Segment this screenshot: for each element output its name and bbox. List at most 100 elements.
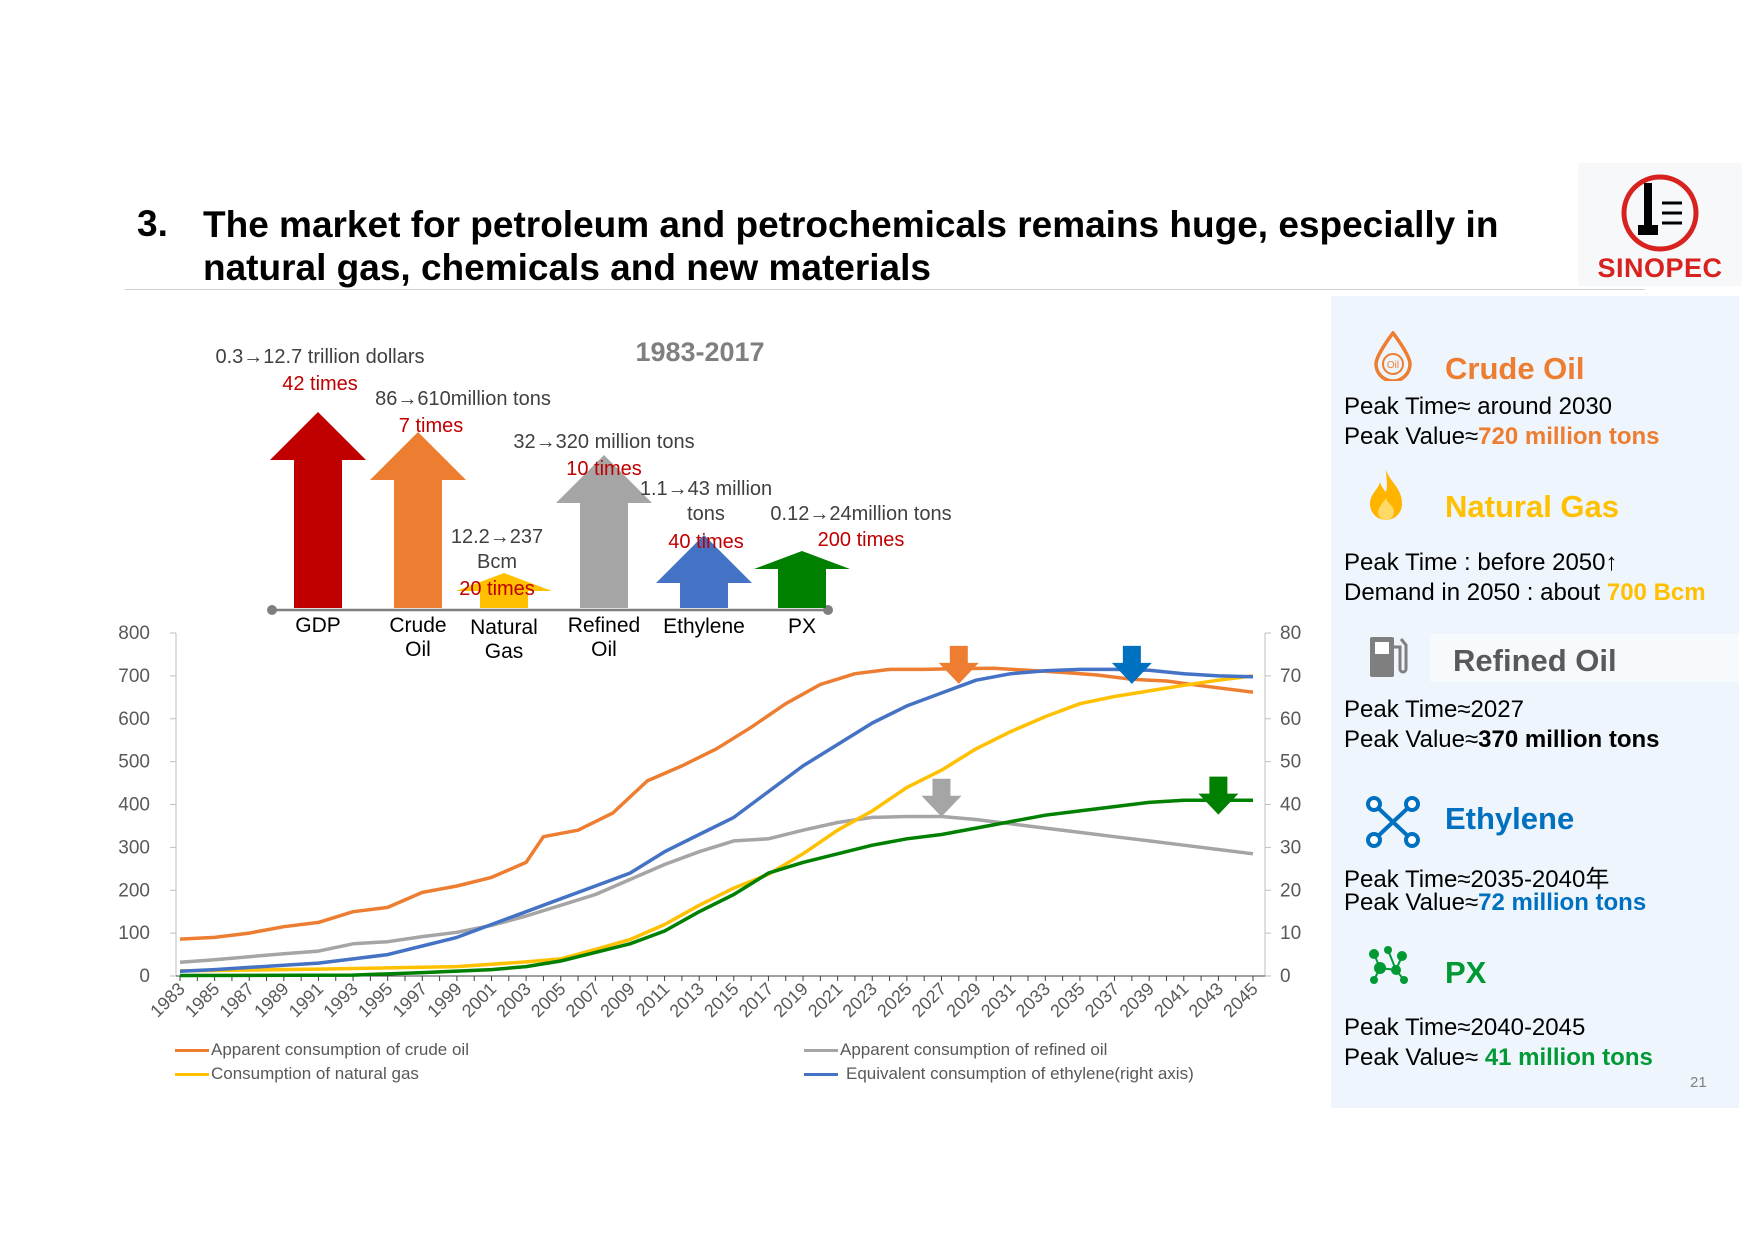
series-line-apparent-consumption-of-refined-oil: [179, 814, 1254, 965]
peak-arrow-icon: [921, 778, 962, 817]
legend-swatch: [175, 1073, 209, 1077]
legend-swatch: [804, 1049, 838, 1053]
growth-arrow-ethylene: [656, 535, 752, 608]
x-tick-label: 2045: [1219, 979, 1261, 1021]
title-divider: [125, 289, 1645, 290]
growth-label: Refined: [568, 614, 640, 637]
growth-detail-line2: Bcm: [477, 551, 517, 573]
oil-drop-icon: Oil: [1374, 331, 1412, 381]
px-peak-value: Peak Value≈ 41 million tons: [1344, 1044, 1653, 1072]
peak-arrow-icon: [938, 645, 979, 684]
x-tick-label: 2031: [977, 979, 1019, 1021]
left-tick-label: 500: [118, 752, 150, 773]
left-tick-label: 0: [139, 966, 150, 987]
left-tick-label: 100: [118, 923, 150, 944]
right-tick-label: 60: [1280, 709, 1301, 730]
growth-multiple: 40 times: [668, 531, 744, 553]
legend-label: Consumption of natural gas: [211, 1064, 419, 1083]
left-tick-label: 300: [118, 837, 150, 858]
x-tick-label: 2037: [1081, 979, 1123, 1021]
growth-detail-line2: tons: [687, 503, 725, 525]
x-tick-label: 1997: [389, 979, 431, 1021]
ethylene-peak-value-label: Peak Value≈: [1344, 889, 1479, 916]
crude-oil-peak-value: Peak Value≈720 million tons: [1344, 423, 1660, 451]
sinopec-emblem-icon: [1621, 174, 1699, 252]
growth-detail: 86→610million tons: [375, 388, 551, 410]
growth-label: Crude: [389, 614, 446, 637]
slide-title: The market for petroleum and petrochemic…: [203, 204, 1499, 288]
x-tick-label: 2023: [839, 979, 881, 1021]
fuel-pump-icon: [1370, 637, 1408, 677]
x-tick-label: 1983: [146, 979, 188, 1021]
growth-detail: 32→320 million tons: [513, 431, 694, 453]
x-tick-label: 2041: [1150, 979, 1192, 1021]
growth-label-line2: Gas: [485, 640, 524, 663]
ethylene-peak-value-amount: 72 million tons: [1478, 889, 1647, 916]
crude-oil-peak-value-label: Peak Value≈: [1344, 423, 1479, 450]
right-tick-label: 20: [1280, 880, 1301, 901]
sinopec-wordmark: SINOPEC: [1597, 253, 1723, 283]
legend-swatch: [175, 1049, 209, 1053]
period-label: 1983-2017: [635, 337, 764, 367]
left-tick-label: 200: [118, 880, 150, 901]
x-tick-label: 2007: [562, 979, 604, 1021]
legend-ethylene: Equivalent consumption of ethylene(right…: [804, 1064, 1194, 1084]
x-tick-label: 1991: [285, 979, 327, 1021]
x-tick-label: 2033: [1012, 979, 1054, 1021]
peak-arrow-icon: [1111, 645, 1152, 684]
growth-label-line2: Oil: [405, 638, 431, 661]
left-tick-label: 700: [118, 666, 150, 687]
series-line-equivalent-consumption-of-ethylene-right-axis-: [179, 667, 1254, 974]
x-tick-label: 2011: [632, 979, 674, 1021]
growth-label-line2: Oil: [591, 638, 617, 661]
growth-label: PX: [788, 615, 816, 638]
x-tick-label: 1985: [181, 979, 223, 1021]
px-peak-value-amount: 41 million tons: [1484, 1044, 1653, 1071]
ethylene-peak-time: Peak Time≈2035-2040年: [1344, 866, 1610, 893]
growth-arrow-gdp: [270, 412, 366, 608]
natural-gas-demand: Demand in 2050 : about 700 Bcm: [1344, 579, 1706, 607]
px-molecule-icon: [1369, 946, 1408, 984]
px-peak-value-label: Peak Value≈: [1344, 1044, 1485, 1071]
x-tick-label: 2027: [908, 979, 950, 1021]
x-tick-label: 2029: [942, 979, 984, 1021]
growth-detail: 0.12→24million tons: [770, 503, 951, 525]
crude-oil-peak-value-amount: 720 million tons: [1478, 423, 1660, 450]
growth-label: GDP: [295, 614, 341, 637]
growth-detail: 1.1→43 million: [640, 478, 772, 500]
growth-arrow-px: [754, 551, 850, 608]
series-line-apparent-consumption-of-crude-oil: [179, 666, 1254, 941]
baseline-start-dot: [267, 605, 277, 615]
natural-gas-demand-label: Demand in 2050 : about: [1344, 579, 1607, 606]
refined-oil-peak-value: Peak Value≈370 million tons: [1344, 726, 1660, 754]
left-tick-label: 400: [118, 795, 150, 816]
x-tick-label: 2015: [700, 979, 742, 1021]
right-tick-label: 70: [1280, 666, 1301, 687]
growth-label: Natural: [470, 616, 538, 639]
x-tick-label: 1999: [423, 979, 465, 1021]
crude-oil-title: Crude Oil: [1445, 351, 1585, 386]
x-tick-label: 2035: [1046, 979, 1088, 1021]
series-line-consumption-of-natural-gas: [179, 674, 1254, 973]
page-number: 21: [1690, 1074, 1707, 1091]
ethylene-title: Ethylene: [1445, 801, 1575, 836]
x-tick-label: 2017: [735, 979, 777, 1021]
refined-oil-title: Refined Oil: [1453, 643, 1617, 678]
legend-swatch: [804, 1073, 838, 1077]
oil-icon-label: Oil: [1387, 360, 1399, 371]
growth-multiple: 7 times: [399, 415, 463, 437]
growth-multiple: 42 times: [282, 373, 358, 395]
x-tick-label: 2019: [769, 979, 811, 1021]
legend-label: Equivalent consumption of ethylene(right…: [846, 1064, 1194, 1083]
x-tick-label: 2021: [804, 979, 846, 1021]
legend-label: Apparent consumption of refined oil: [840, 1040, 1108, 1059]
growth-label: Ethylene: [663, 615, 745, 638]
right-tick-label: 40: [1280, 795, 1301, 816]
refined-oil-peak-value-amount: 370 million tons: [1478, 726, 1660, 753]
peak-arrow-icon: [1198, 776, 1239, 815]
left-tick-label: 800: [118, 623, 150, 644]
x-tick-label: 1993: [319, 979, 361, 1021]
right-tick-label: 10: [1280, 923, 1301, 944]
natural-gas-peak-time: Peak Time : before 2050↑: [1344, 549, 1618, 576]
legend-label: Apparent consumption of crude oil: [211, 1040, 469, 1059]
